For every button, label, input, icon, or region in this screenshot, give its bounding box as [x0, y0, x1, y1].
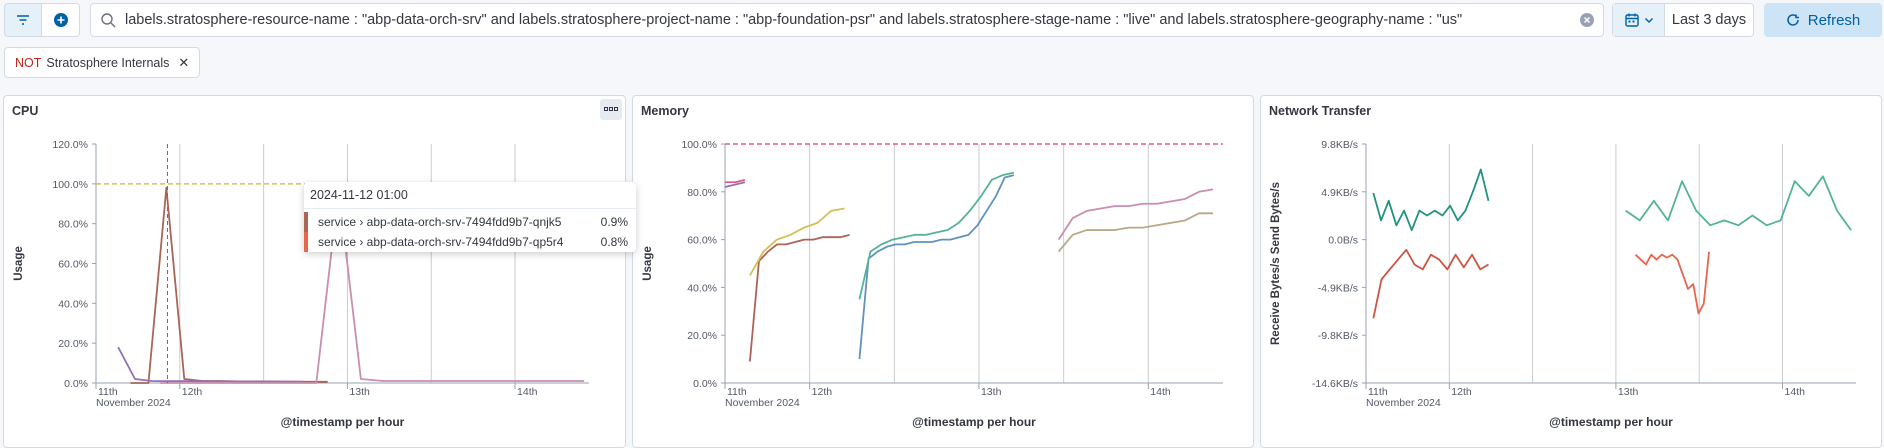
x-tick-label: 11th [727, 386, 747, 398]
x-tick-label: 11th [98, 386, 118, 398]
more-icon [604, 106, 618, 111]
query-input[interactable]: labels.stratosphere-resource-name : "abp… [125, 12, 1463, 28]
series-line [1625, 175, 1852, 231]
x-axis-label: @timestamp per hour [1549, 415, 1673, 429]
tooltip-row-label: service › abp-data-orch-srv-7494fdd9b7-q… [318, 235, 564, 249]
y-tick-label: 20.0% [58, 338, 88, 350]
y-tick-label: 60.0% [58, 259, 88, 271]
x-tick-label: 14th [517, 386, 538, 398]
y-tick-label: 0.0% [693, 378, 717, 390]
x-tick-label: 13th [1618, 386, 1639, 398]
x-tick-label: 12th [812, 386, 833, 398]
y-axis-label: Receive Bytes/s Send Bytes/s [1270, 182, 1282, 345]
series-line [160, 188, 585, 384]
network-panel: -14.6KB/s -9.8KB/s -4.9KB/s 0.0B/s 4.9KB/s 9.… [1260, 95, 1882, 448]
series-line [749, 233, 850, 362]
y-tick-label: 120.0% [52, 139, 88, 151]
filter-menu-button[interactable] [4, 3, 42, 37]
add-filter-button[interactable] [42, 3, 80, 37]
y-tick-label: 20.0% [687, 330, 717, 342]
clear-icon[interactable] [1579, 12, 1595, 28]
quick-select-button[interactable] [1613, 4, 1665, 36]
y-tick-label: 0.0% [64, 378, 88, 390]
y-axis-label: Usage [13, 246, 25, 281]
filter-negation: NOT [15, 55, 42, 70]
y-tick-label: 100.0% [52, 179, 88, 191]
date-picker[interactable]: Last 3 days [1612, 3, 1754, 37]
remove-filter-icon[interactable]: ✕ [178, 54, 190, 70]
refresh-button[interactable]: Refresh [1764, 3, 1882, 37]
y-tick-label: 80.0% [687, 187, 717, 199]
cpu-panel: 0.0% 20.0% 40.0% 60.0% 80.0% 100.0% 120.0% 11th… [3, 95, 626, 448]
x-tick-label: 13th [981, 386, 1002, 398]
x-sub-label: November 2024 [96, 397, 171, 409]
tooltip-row-value: 0.8% [600, 235, 628, 249]
tooltip-title: 2024-11-12 01:00 [310, 188, 408, 202]
plus-circle-icon [53, 13, 68, 27]
panel-title: Network Transfer [1269, 104, 1372, 118]
x-tick-label: 12th [182, 386, 203, 398]
series-line [858, 174, 1015, 360]
series-line [117, 346, 304, 383]
x-sub-label: November 2024 [1366, 397, 1441, 409]
x-tick-label: 14th [1785, 386, 1806, 398]
x-sub-label: November 2024 [725, 397, 800, 409]
filter-label: Stratosphere Internals [46, 55, 170, 70]
y-tick-label: 60.0% [687, 235, 717, 247]
y-axis-label: Usage [642, 246, 654, 281]
series-line [724, 181, 746, 188]
query-bar[interactable]: labels.stratosphere-resource-name : "abp… [90, 3, 1604, 37]
series-line [1057, 188, 1214, 241]
series-line [1634, 251, 1710, 315]
search-icon [101, 13, 116, 28]
chart-svg[interactable]: 0.0% 20.0% 40.0% 60.0% 80.0% 100.0% 11th 12th 13… [633, 96, 1253, 447]
top-toolbar: labels.stratosphere-resource-name : "abp… [0, 0, 1884, 40]
refresh-label: Refresh [1807, 11, 1861, 29]
panel-options-button[interactable] [600, 99, 622, 120]
series-line [749, 207, 845, 276]
series-line [1372, 168, 1490, 232]
series-line [1372, 248, 1489, 319]
series-line [1057, 212, 1214, 253]
y-tick-label: 80.0% [58, 219, 88, 231]
chart-svg[interactable]: 0.0% 20.0% 40.0% 60.0% 80.0% 100.0% 120.0% 11th… [4, 96, 625, 447]
filter-pill[interactable]: NOT Stratosphere Internals ✕ [4, 47, 201, 78]
memory-panel: 0.0% 20.0% 40.0% 60.0% 80.0% 100.0% 11th 12th 13… [632, 95, 1254, 448]
y-tick-label: 40.0% [687, 282, 717, 294]
panel-title: Memory [641, 104, 689, 118]
y-tick-label: -4.9KB/s [1318, 282, 1358, 294]
chevron-down-icon [1644, 18, 1653, 23]
x-axis-label: @timestamp per hour [912, 415, 1036, 429]
y-tick-label: 100.0% [681, 139, 717, 151]
y-tick-label: 9.8KB/s [1321, 139, 1358, 151]
y-tick-label: -9.8KB/s [1318, 330, 1358, 342]
x-tick-label: 14th [1150, 386, 1171, 398]
tooltip-row-label: service › abp-data-orch-srv-7494fdd9b7-q… [318, 215, 562, 229]
refresh-icon [1787, 14, 1799, 26]
tooltip-row: service › abp-data-orch-srv-7494fdd9b7-q… [304, 232, 636, 252]
chart-tooltip: 2024-11-12 01:00 service › abp-data-orch… [304, 182, 636, 252]
x-tick-label: 12th [1451, 386, 1472, 398]
calendar-icon [1624, 13, 1639, 27]
tooltip-row-value: 0.9% [600, 215, 628, 229]
x-tick-label: 13th [349, 386, 370, 398]
chart-svg[interactable]: -14.6KB/s -9.8KB/s -4.9KB/s 0.0B/s 4.9KB/s 9.… [1261, 96, 1881, 447]
x-tick-label: 11th [1368, 386, 1388, 398]
y-tick-label: -14.6KB/s [1312, 378, 1358, 390]
series-line [858, 171, 1015, 300]
tooltip-row: service › abp-data-orch-srv-7494fdd9b7-q… [304, 212, 636, 232]
time-range-label[interactable]: Last 3 days [1671, 12, 1747, 28]
panel-title: CPU [12, 104, 39, 118]
y-tick-label: 0.0B/s [1328, 235, 1358, 247]
y-tick-label: 40.0% [58, 298, 88, 310]
y-tick-label: 4.9KB/s [1321, 187, 1358, 199]
x-axis-label: @timestamp per hour [281, 415, 405, 429]
series-line [130, 186, 328, 384]
filter-icon [17, 15, 29, 25]
series-line [725, 178, 746, 184]
